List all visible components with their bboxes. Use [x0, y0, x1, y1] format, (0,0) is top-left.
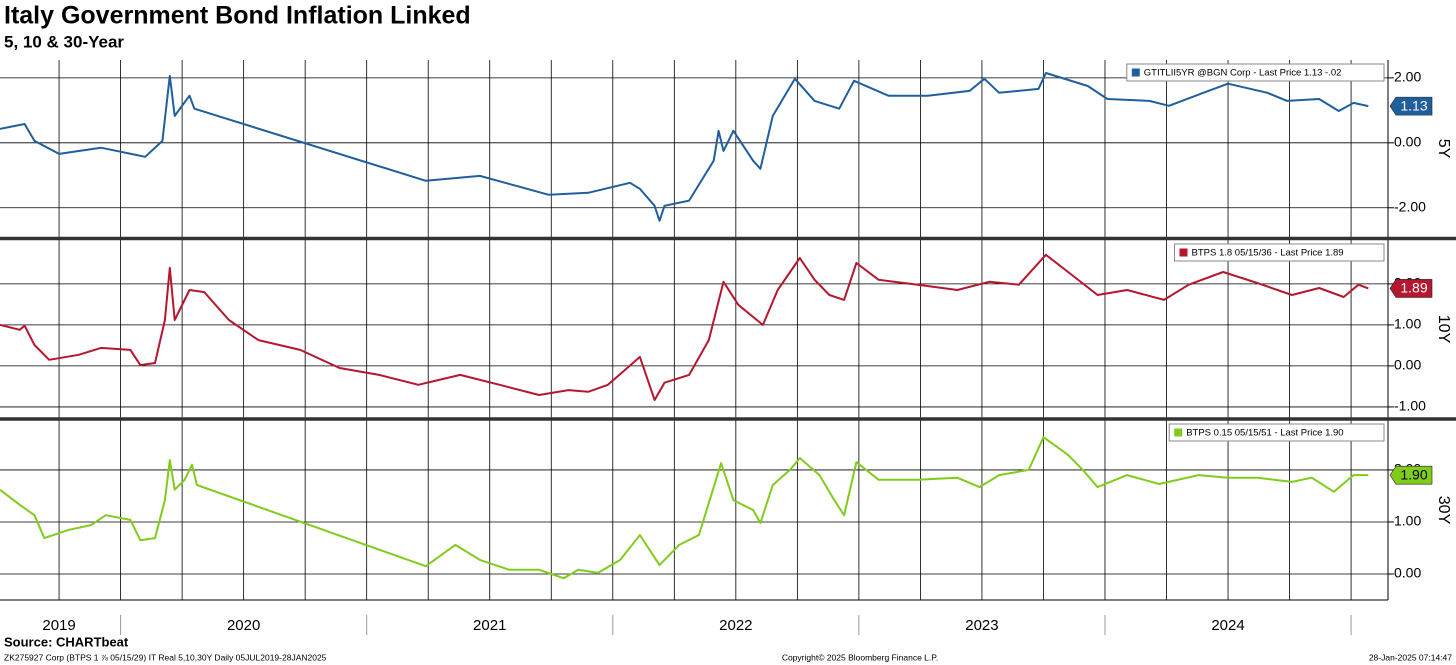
- last-price-label: 1.13: [1400, 97, 1427, 113]
- source: Source: CHARTbeat: [4, 634, 129, 649]
- legend-box: [1168, 423, 1385, 442]
- legend-box: [1126, 63, 1385, 82]
- series-line: [0, 436, 1369, 580]
- y-tick-label: 0.00: [1394, 357, 1421, 373]
- y-tick-label: -2.00: [1394, 198, 1426, 214]
- last-price-label: 1.90: [1400, 466, 1427, 482]
- legend: BTPS 1.8 05/15/36 - Last Price 1.89: [1174, 243, 1385, 262]
- last-price-tag: [1389, 96, 1433, 116]
- x-tick-label: 2024: [1211, 617, 1244, 634]
- x-tick-label: 2022: [719, 617, 752, 634]
- legend-swatch: [1131, 68, 1140, 77]
- legend: GTITLII5YR @BGN Corp - Last Price 1.13 -…: [1126, 63, 1385, 82]
- legend-label: BTPS 1.8 05/15/36 - Last Price 1.89: [1192, 248, 1344, 259]
- x-tick-label: 2019: [42, 617, 75, 634]
- copyright: Copyright© 2025 Bloomberg Finance L.P.: [782, 652, 938, 662]
- y-tick-label: -1.00: [1394, 398, 1426, 414]
- y-axis-label: 30Y: [1435, 496, 1452, 525]
- x-tick-label: 2023: [965, 617, 998, 634]
- y-tick-label: 1.00: [1394, 316, 1421, 332]
- legend-swatch: [1174, 428, 1183, 437]
- series-line: [0, 72, 1369, 222]
- y-tick-label: 0.00: [1394, 134, 1421, 150]
- last-price-label: 1.89: [1400, 280, 1427, 296]
- last-price-tag: [1389, 465, 1433, 485]
- y-tick-label: 2.00: [1394, 69, 1421, 85]
- y-axis-label: 5Y: [1435, 139, 1452, 159]
- legend-box: [1174, 243, 1385, 262]
- legend-label: GTITLII5YR @BGN Corp - Last Price 1.13 -…: [1144, 68, 1342, 79]
- y-tick-label: 1.00: [1394, 513, 1421, 529]
- y-axis-label: 10Y: [1435, 315, 1452, 344]
- x-tick-label: 2020: [227, 617, 260, 634]
- y-tick-label: 0.00: [1394, 565, 1421, 581]
- series-line: [0, 253, 1369, 401]
- legend-label: BTPS 0.15 05/15/51 - Last Price 1.90: [1186, 428, 1343, 439]
- legend-swatch: [1179, 248, 1188, 257]
- chart-title: Italy Government Bond Inflation Linked: [4, 2, 471, 30]
- legend: BTPS 0.15 05/15/51 - Last Price 1.90: [1168, 423, 1385, 442]
- last-price-tag: [1389, 279, 1433, 298]
- x-tick-label: 2021: [473, 617, 506, 634]
- footer-left: ZK275927 Corp (BTPS 1 ⅞ 05/15/29) IT Rea…: [4, 652, 327, 662]
- chart-subtitle: 5, 10 & 30-Year: [4, 32, 124, 51]
- timestamp: 28-Jan-2025 07:14:47: [1369, 652, 1452, 662]
